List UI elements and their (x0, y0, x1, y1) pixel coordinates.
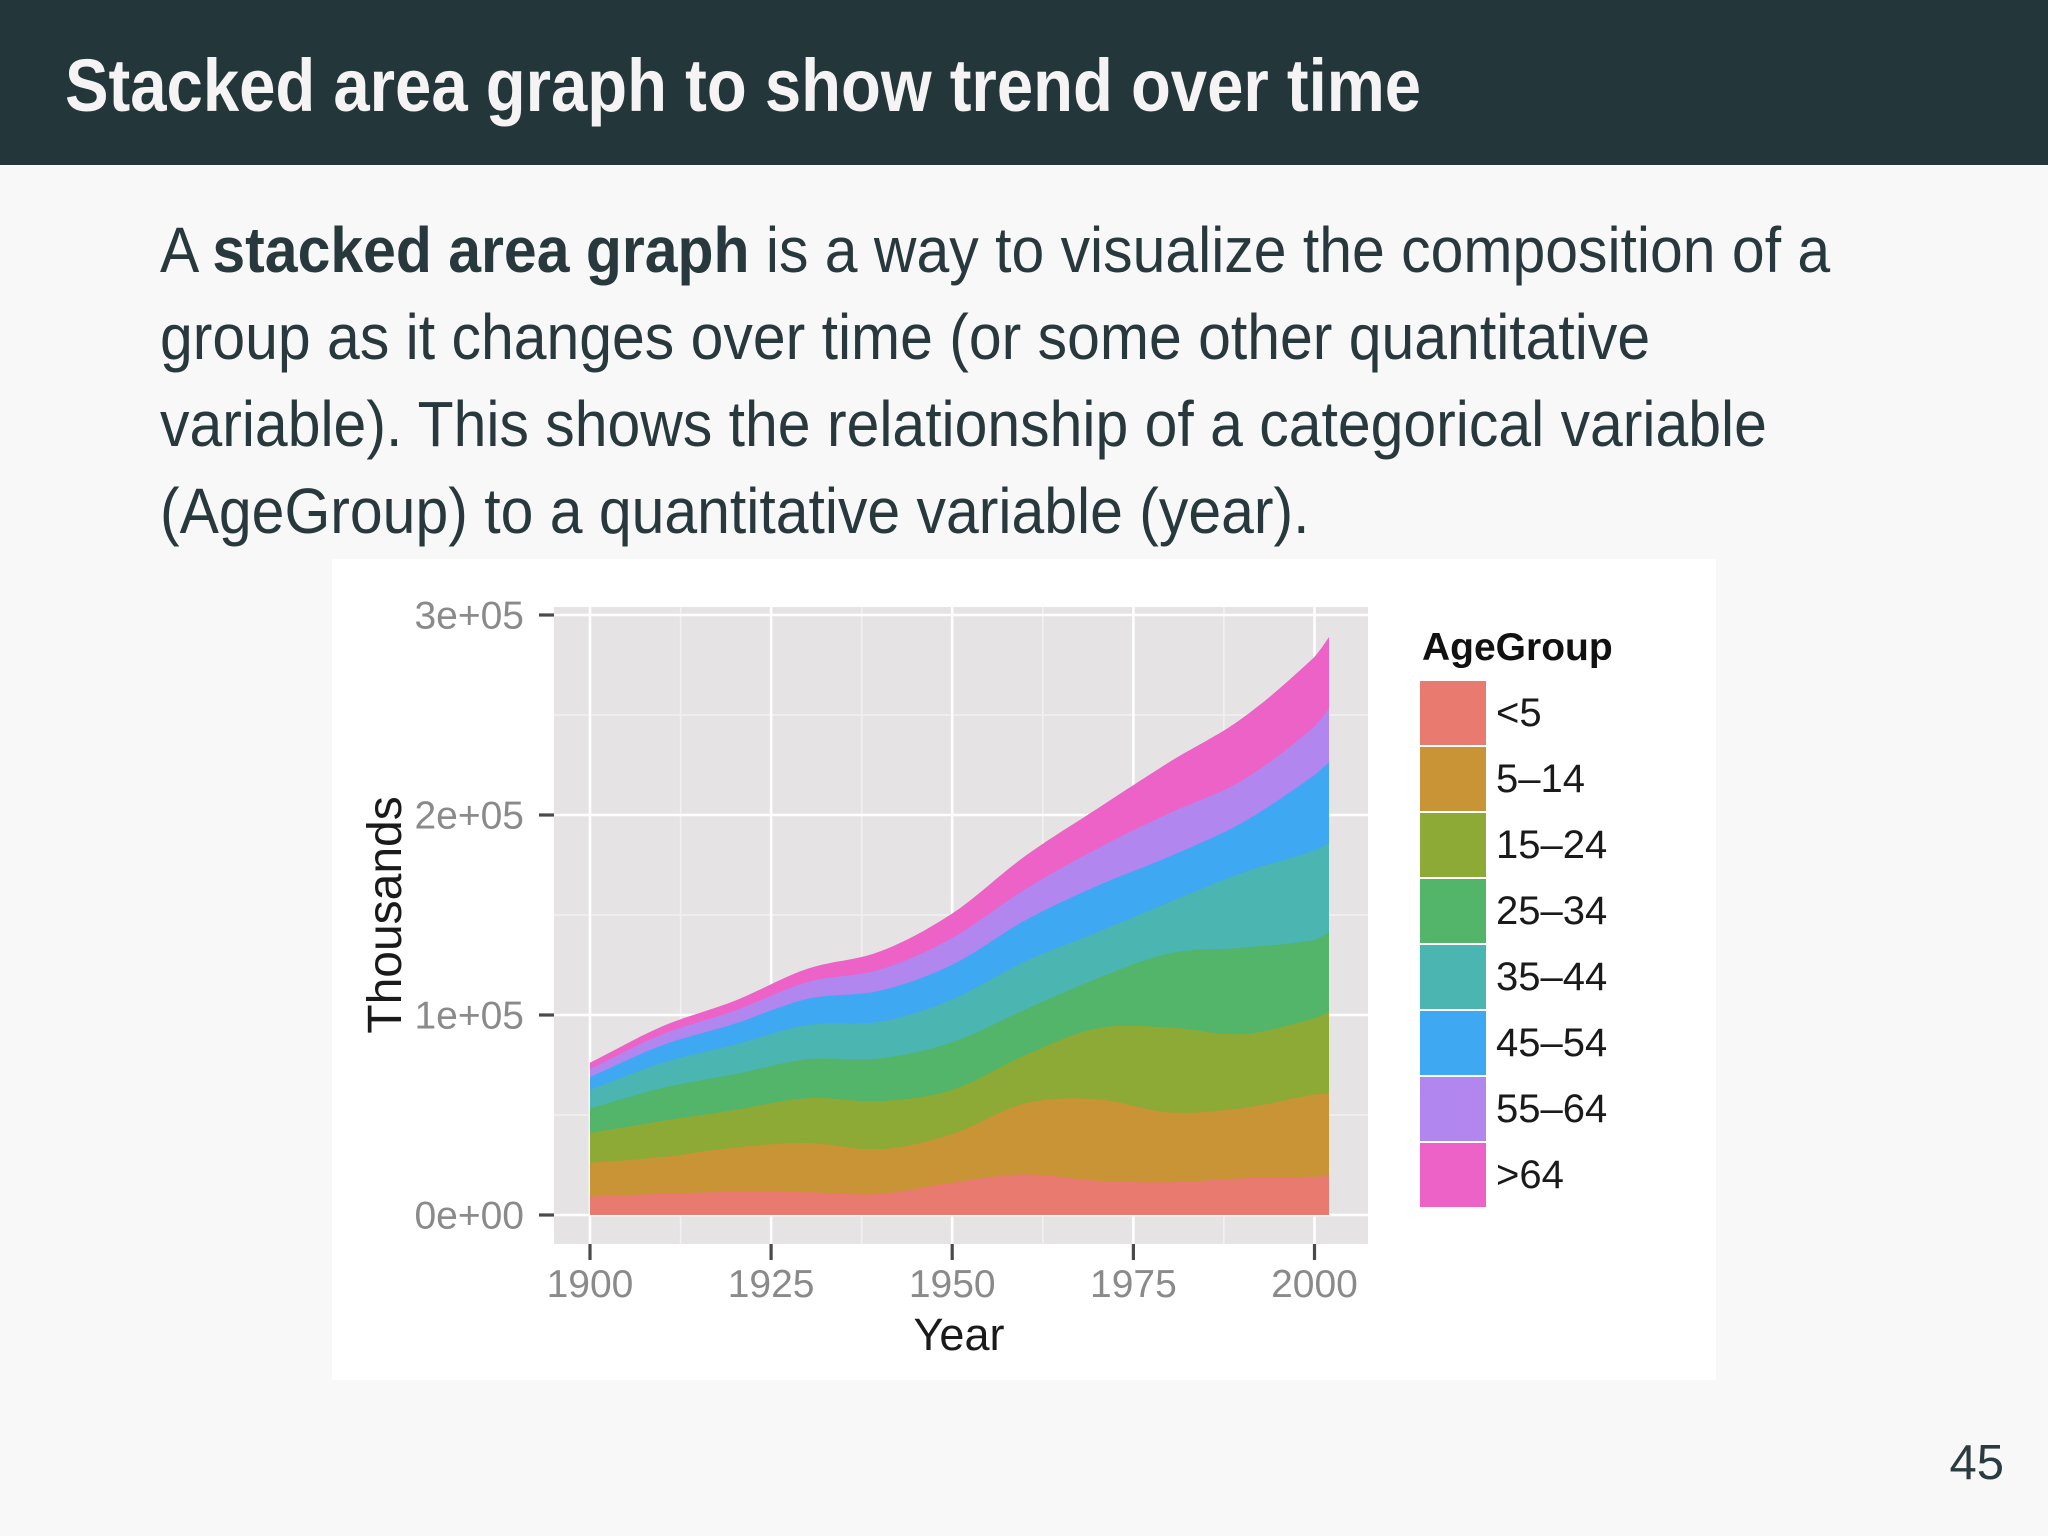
svg-text:Year: Year (914, 1309, 1005, 1360)
svg-text:2000: 2000 (1271, 1263, 1358, 1306)
svg-text:1e+05: 1e+05 (414, 995, 524, 1038)
svg-text:1925: 1925 (728, 1263, 815, 1306)
svg-text:2e+05: 2e+05 (414, 795, 524, 838)
svg-text:Thousands: Thousands (359, 796, 412, 1034)
svg-text:3e+05: 3e+05 (414, 595, 524, 638)
svg-text:1950: 1950 (909, 1263, 996, 1306)
svg-text:1900: 1900 (547, 1263, 634, 1306)
svg-text:0e+00: 0e+00 (414, 1195, 524, 1238)
svg-text:1975: 1975 (1090, 1263, 1177, 1306)
